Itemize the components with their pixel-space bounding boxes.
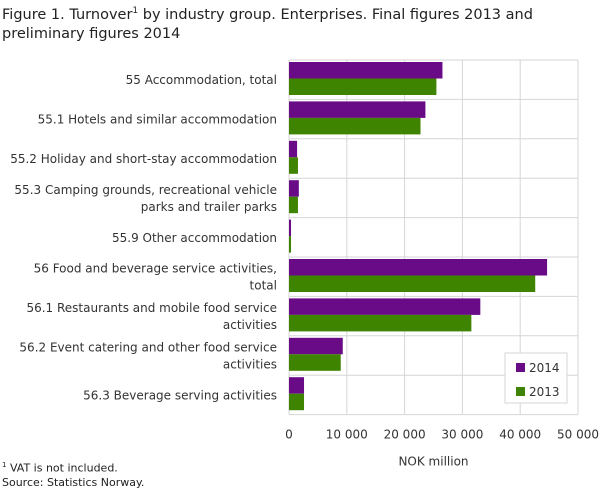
bar-2013 [289,157,298,174]
category-label: activities [223,358,277,372]
bar-2014 [289,140,298,158]
legend-swatch-2013 [516,387,525,396]
x-tick-label: 50 000 [557,428,599,442]
bar-2014 [289,298,481,315]
category-label: parks and trailer parks [141,200,277,214]
category-label: 56.3 Beverage serving activities [83,388,277,402]
legend-swatch-2014 [516,363,525,372]
bar-2014 [289,337,343,355]
bar-2014 [289,101,426,118]
x-tick-label: 10 000 [326,428,368,442]
category-label: 56.1 Restaurants and mobile food service [26,301,277,315]
title-footnote-marker: 1 [132,6,139,16]
category-label: 55 Accommodation, total [126,73,277,87]
category-label: activities [223,318,277,332]
title-text-rest: by industry group. Enterprises. Final fi… [2,6,533,42]
bar-2014 [289,219,292,237]
bar-2013 [289,393,305,411]
chart-footer: 1 VAT is not included. Source: Statistic… [2,458,144,489]
category-label: 55.1 Hotels and similar accommodation [38,113,277,127]
x-axis-label: NOK million [398,455,468,469]
x-tick-label: 0 [285,428,293,442]
chart-title: Figure 1. Turnover1 by industry group. E… [2,2,602,44]
category-label: 56.2 Event catering and other food servi… [19,341,277,355]
x-tick-label: 40 000 [499,428,541,442]
category-label: total [250,279,277,293]
bar-2013 [289,196,298,214]
category-label: 55.3 Camping grounds, recreational vehic… [14,183,277,197]
footnote-marker: 1 [2,461,7,469]
bar-2014 [289,62,443,79]
legend-box [504,352,568,404]
title-text: Figure 1. Turnover [2,6,133,23]
category-label: 55.2 Holiday and short-stay accommodatio… [10,152,277,166]
legend-label-2014: 2014 [529,361,560,375]
bar-2013 [289,78,437,95]
source-note: Source: Statistics Norway. [2,475,145,489]
category-label: 56 Food and beverage service activities, [34,262,277,276]
x-tick-label: 20 000 [384,428,426,442]
footnote-text: VAT is not included. [6,461,118,475]
bar-2014 [289,377,305,394]
bar-2013 [289,117,421,135]
bar-2014 [289,259,548,276]
x-tick-label: 30 000 [441,428,483,442]
bar-2013 [289,236,292,253]
footnote: 1 VAT is not included. [2,458,144,476]
bar-2013 [289,275,536,292]
bar-2013 [289,314,472,332]
legend-label-2013: 2013 [529,385,560,399]
bar-2014 [289,180,299,197]
category-label: 55.9 Other accommodation [112,231,277,245]
bar-2013 [289,354,341,371]
